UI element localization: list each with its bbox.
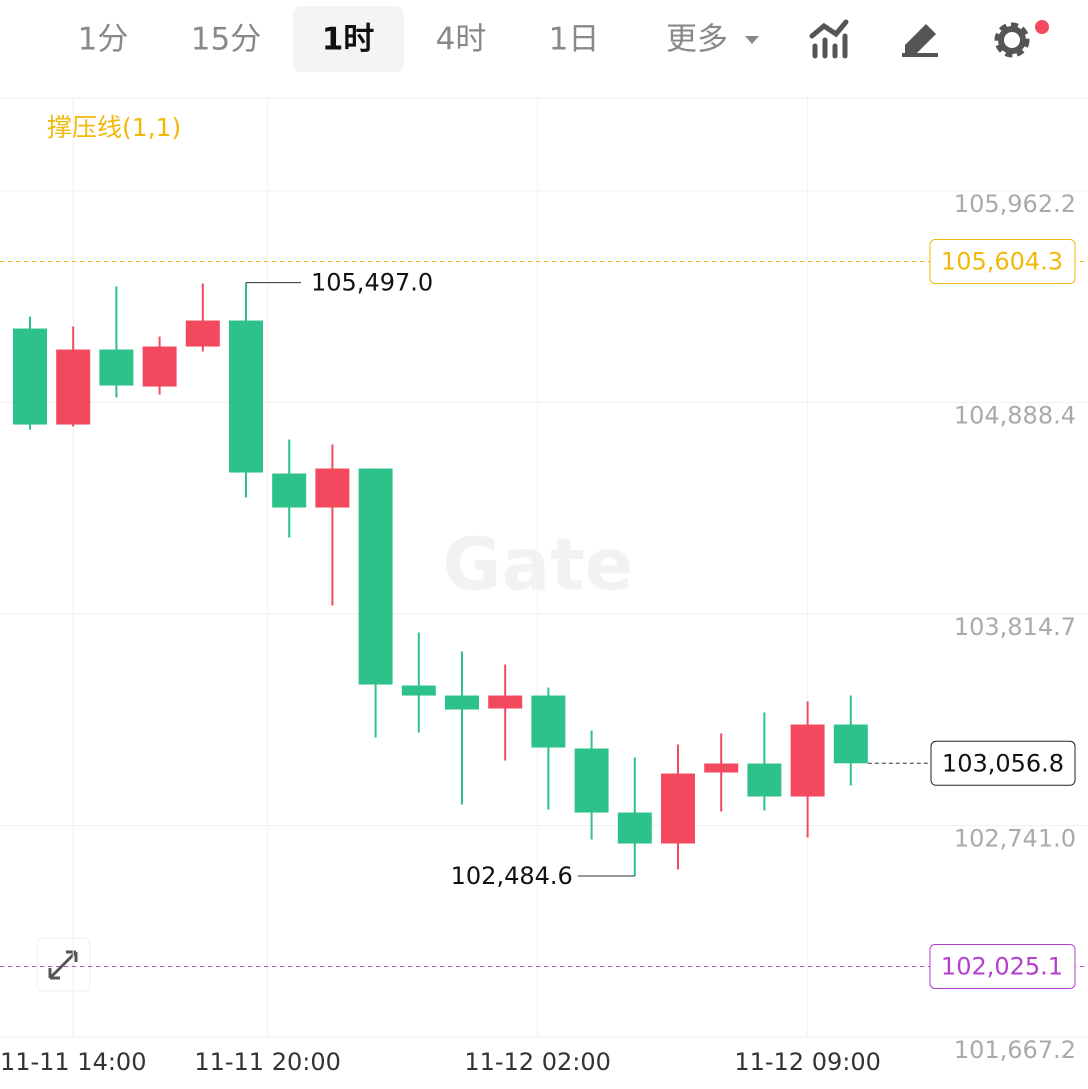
candle-body: [445, 695, 479, 710]
draw-icon[interactable]: [902, 24, 938, 57]
high-label: 105,497.0: [311, 269, 433, 297]
candle-body: [99, 349, 134, 386]
tab[interactable]: 更多: [666, 22, 728, 58]
price-line-label: 102,025.1: [941, 953, 1063, 981]
candle-body: [747, 763, 782, 797]
candle-body: [315, 468, 350, 508]
last-price-box: [930, 740, 1076, 786]
x-tick-label: 11-12 02:00: [464, 1048, 611, 1076]
dropdown-arrow: [745, 36, 759, 44]
active-tab-bg: [293, 6, 404, 72]
candle-body: [142, 346, 177, 387]
x-tick-label: 11-11 20:00: [194, 1048, 341, 1076]
candle-body: [617, 812, 652, 844]
candle-body: [56, 349, 91, 425]
y-tick-label: 103,814.7: [954, 613, 1076, 641]
last-price-label: 103,056.8: [942, 749, 1064, 777]
expand-button[interactable]: [36, 937, 91, 992]
candle-body: [13, 328, 47, 425]
candle-body: [401, 685, 436, 696]
settings-icon[interactable]: [994, 20, 1049, 58]
tab[interactable]: 1日: [549, 22, 600, 58]
candle-body: [358, 468, 393, 685]
y-tick-label: 104,888.4: [954, 402, 1076, 430]
candle-body: [488, 695, 523, 709]
tab[interactable]: 15分: [191, 22, 261, 58]
low-label: 102,484.6: [451, 862, 573, 890]
candle-body: [531, 695, 566, 748]
y-tick-label: 102,741.0: [954, 824, 1076, 852]
candle-body: [272, 473, 307, 508]
candle-body: [790, 724, 825, 797]
indicator-label: 撑压线(1,1): [47, 113, 181, 142]
x-tick-label: 11-11 14:00: [0, 1048, 146, 1076]
price-line-label: 105,604.3: [941, 248, 1063, 276]
candle-body: [574, 748, 609, 813]
price-label-box: [929, 944, 1076, 990]
candle-body: [833, 724, 868, 764]
tab[interactable]: 1时: [322, 22, 375, 58]
tab[interactable]: 1分: [78, 22, 129, 58]
x-tick-label: 11-12 09:00: [734, 1048, 881, 1076]
candle-body: [185, 320, 220, 347]
tab[interactable]: 4时: [436, 22, 487, 58]
toolbar: 1分 15分 1时 4时 1日 更多: [78, 6, 759, 72]
y-tick-label: 105,962.2: [954, 190, 1076, 218]
indicator-icon[interactable]: [809, 19, 849, 59]
candle-body: [704, 763, 739, 773]
y-tick-label: 101,667.2: [954, 1036, 1076, 1064]
price-label-box: [929, 239, 1076, 285]
candle-body: [661, 773, 695, 844]
chart: Gate101,667.2102,741.0103,814.7104,888.4…: [0, 98, 1088, 1076]
candle-body: [229, 320, 263, 473]
